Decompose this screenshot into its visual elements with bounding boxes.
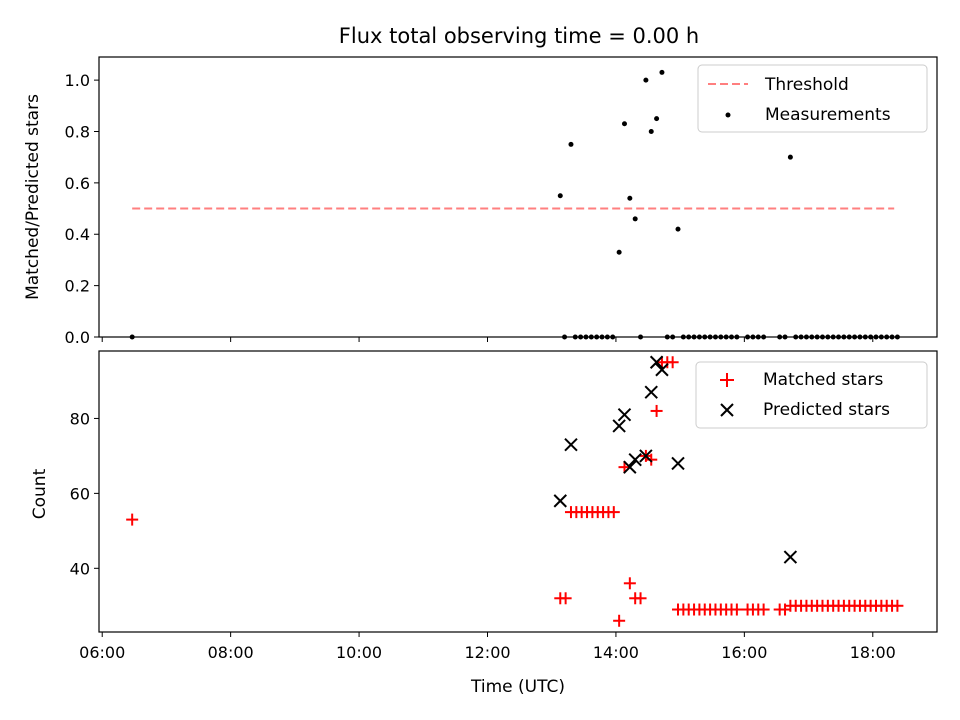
top-legend: Threshold Measurements xyxy=(697,64,928,133)
measurement-point xyxy=(632,216,638,222)
x-tick-label: 18:00 xyxy=(850,643,896,662)
top-panel: 0.0 0.2 0.4 0.6 0.8 1.0 Matched/Predicted sta… xyxy=(23,56,938,347)
predicted-point xyxy=(644,385,658,399)
y-tick-label: 40 xyxy=(70,559,90,578)
predicted-point xyxy=(628,452,642,467)
predicted-point xyxy=(623,460,637,474)
measurements-legend-marker xyxy=(725,112,731,118)
x-tick-label: 10:00 xyxy=(336,643,382,662)
y-tick-label: 0.4 xyxy=(65,225,90,244)
bottom-axes-frame xyxy=(98,350,938,633)
matched-point xyxy=(666,356,679,369)
matched-point xyxy=(650,404,663,417)
bottom-legend-box xyxy=(695,361,928,429)
bottom-legend: Matched stars Predicted stars xyxy=(695,361,928,429)
predicted-point xyxy=(639,449,653,463)
y-tick-label: 0.8 xyxy=(65,122,90,141)
bottom-panel: 40 60 80 06:00 08:00 10:00 12:00 14:00 16:00 18:… xyxy=(30,350,938,697)
matched-point xyxy=(730,603,743,616)
bottom-y-ticks: 40 60 80 xyxy=(70,409,99,578)
chart-title: Flux total observing time = 0.00 h xyxy=(339,24,699,48)
measurement-point xyxy=(675,226,681,232)
predicted-point xyxy=(612,419,626,433)
matched-legend-label: Matched stars xyxy=(763,370,883,390)
measurements-legend-label: Measurements xyxy=(765,105,891,125)
matched-point xyxy=(559,592,572,605)
matched-point xyxy=(126,513,139,526)
measurement-point xyxy=(616,249,622,255)
threshold-legend-label: Threshold xyxy=(764,75,849,95)
matched-point xyxy=(634,592,647,605)
measurement-point xyxy=(568,141,574,147)
matched-point xyxy=(623,577,636,590)
x-tick-label: 06:00 xyxy=(79,643,125,662)
measurement-point xyxy=(787,154,793,160)
predicted-point xyxy=(553,494,567,508)
x-tick-label: 08:00 xyxy=(208,643,254,662)
count-points xyxy=(126,355,904,627)
predicted-point xyxy=(783,550,798,564)
x-tick-label: 14:00 xyxy=(593,643,639,662)
measurement-point xyxy=(627,195,633,201)
matched-point xyxy=(613,614,626,627)
bottom-x-ticks: 06:00 08:00 10:00 12:00 14:00 16:00 18:00 xyxy=(79,632,896,662)
y-tick-label: 0.6 xyxy=(65,174,90,193)
top-legend-box xyxy=(697,64,928,133)
matched-point xyxy=(607,506,620,519)
predicted-legend-label: Predicted stars xyxy=(763,400,890,420)
matched-point xyxy=(645,453,658,466)
top-y-ticks: 0.0 0.2 0.4 0.6 0.8 1.0 xyxy=(65,71,99,347)
y-tick-label: 80 xyxy=(70,409,90,428)
measurement-point xyxy=(621,121,627,127)
measurement-point xyxy=(643,77,649,83)
x-axis-label: Time (UTC) xyxy=(470,677,565,697)
measurement-point xyxy=(557,193,563,199)
measurement-point xyxy=(659,69,665,75)
matched-point xyxy=(891,599,904,612)
predicted-point xyxy=(617,407,632,422)
y-tick-label: 0.0 xyxy=(65,328,90,347)
predicted-legend-marker xyxy=(720,403,734,417)
predicted-point xyxy=(649,355,664,369)
top-y-axis-label: Matched/Predicted stars xyxy=(23,94,43,300)
y-tick-label: 1.0 xyxy=(65,71,90,90)
measurement-point xyxy=(654,116,660,122)
x-tick-label: 16:00 xyxy=(721,643,767,662)
top-x-ticks xyxy=(101,337,874,342)
x-tick-label: 12:00 xyxy=(464,643,510,662)
y-tick-label: 0.2 xyxy=(65,277,90,296)
predicted-point xyxy=(655,363,669,377)
top-axes-frame xyxy=(98,56,938,338)
predicted-point xyxy=(564,437,578,452)
matched-point xyxy=(757,603,770,616)
predicted-point xyxy=(671,456,685,471)
matched-legend-marker xyxy=(720,373,734,387)
measurement-point xyxy=(648,128,654,134)
bottom-y-axis-label: Count xyxy=(30,468,50,519)
y-tick-label: 60 xyxy=(70,484,90,503)
